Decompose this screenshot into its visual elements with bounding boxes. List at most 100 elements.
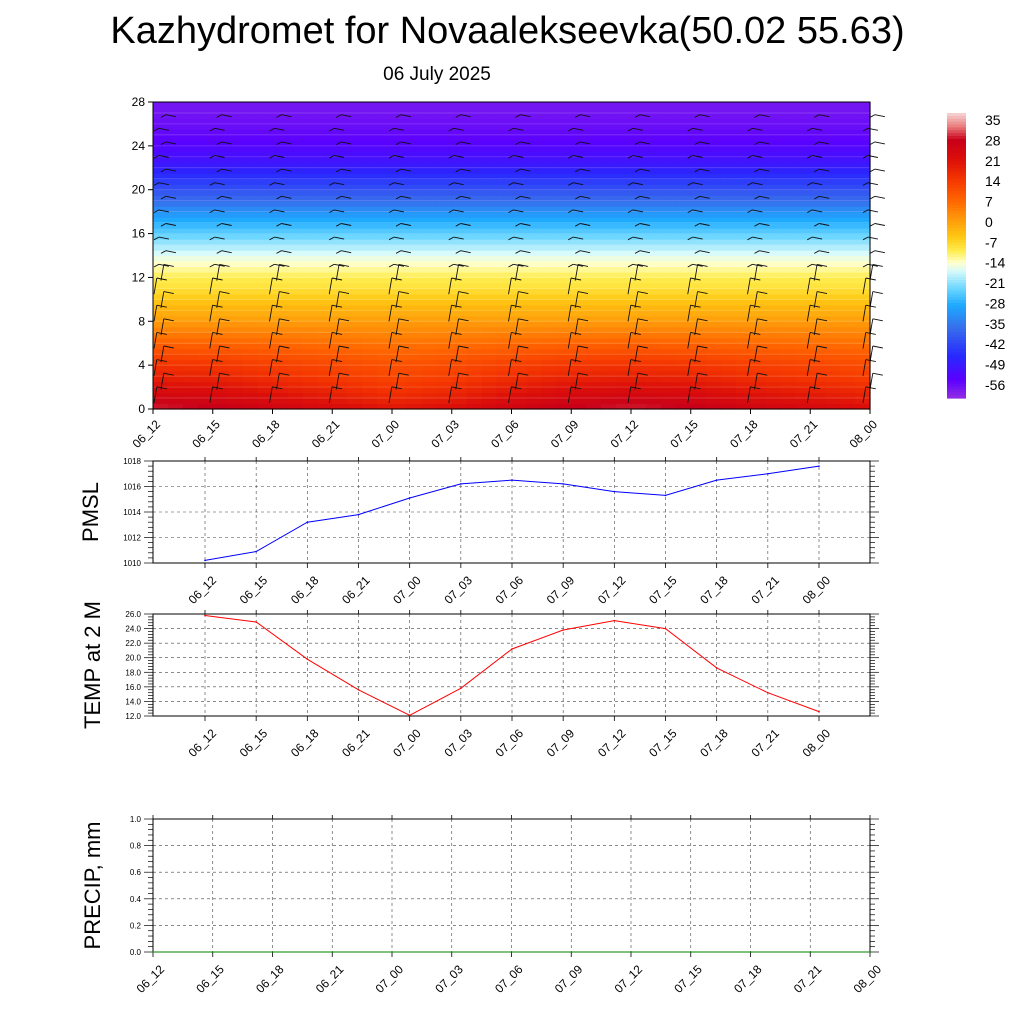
- heatmap-cell: [302, 332, 318, 339]
- heatmap-cell: [690, 107, 707, 114]
- wind-barb-flag: [398, 263, 409, 267]
- heatmap-cell: [347, 173, 363, 180]
- heatmap-cell: [377, 337, 393, 344]
- heatmap-cell: [377, 134, 393, 141]
- heatmap-cell: [377, 156, 393, 163]
- heatmap-cell: [392, 326, 408, 333]
- wind-barb: [153, 386, 158, 404]
- heatmap-cell: [153, 381, 169, 388]
- wind-barb: [575, 141, 581, 145]
- heatmap-cell: [272, 102, 289, 109]
- heatmap-cell: [750, 250, 767, 257]
- heatmap-cell: [735, 293, 752, 300]
- heatmap-cell: [571, 381, 587, 388]
- heatmap-cell: [586, 211, 602, 218]
- heatmap-cell: [735, 304, 752, 311]
- heatmap-cell: [392, 304, 408, 311]
- colorbar-cell: [947, 231, 966, 235]
- heatmap-cell: [631, 167, 647, 174]
- heatmap-cell: [212, 260, 229, 268]
- heatmap-cell: [571, 354, 587, 361]
- heatmap-cell: [735, 381, 752, 388]
- heatmap-cell: [631, 260, 647, 268]
- heatmap-cell: [675, 173, 692, 180]
- wind-barb-flag: [759, 114, 770, 118]
- heatmap-cell: [705, 343, 722, 350]
- heatmap-cell: [272, 112, 289, 120]
- heatmap-cell: [855, 112, 871, 120]
- heatmap-cell: [153, 228, 169, 235]
- heatmap-cell: [616, 321, 632, 328]
- heatmap-cell: [631, 140, 647, 147]
- heatmap-cell: [421, 288, 438, 295]
- heatmap-cell: [541, 167, 557, 174]
- wind-barb-flag: [331, 359, 343, 363]
- heatmap-cell: [750, 277, 767, 284]
- heatmap-cell: [242, 332, 259, 339]
- heatmap-cell: [526, 151, 542, 158]
- heatmap-cell: [466, 266, 483, 273]
- heatmap-cell: [780, 365, 796, 372]
- heatmap-cell: [197, 354, 214, 361]
- wind-barb: [814, 141, 820, 145]
- heatmap-cell: [197, 288, 214, 295]
- heatmap-cell: [855, 107, 871, 114]
- heatmap-cell: [212, 304, 229, 311]
- heatmap-cell: [571, 217, 587, 224]
- heatmap-cell: [750, 381, 767, 388]
- heatmap-cell: [436, 277, 453, 284]
- heatmap-cell: [466, 173, 483, 180]
- heatmap-cell: [571, 195, 587, 202]
- heatmap-cell: [257, 244, 274, 251]
- heatmap-cell: [436, 156, 453, 163]
- heatmap-cell: [571, 228, 587, 235]
- wind-barb-flag: [570, 277, 582, 281]
- heatmap-cell: [556, 381, 572, 388]
- wind-barb-flag: [513, 263, 524, 267]
- heatmap-cell: [317, 359, 333, 366]
- heatmap-cell: [406, 282, 423, 289]
- heatmap-cell: [616, 184, 632, 191]
- heatmap-cell: [227, 299, 244, 306]
- wind-barb-flag: [214, 127, 225, 131]
- heatmap-cell: [436, 244, 453, 251]
- heatmap-cell: [481, 200, 498, 207]
- heatmap-cell: [242, 151, 259, 158]
- heatmap-cell: [690, 321, 707, 328]
- heatmap-cell: [586, 376, 602, 383]
- colorbar-cell: [947, 113, 966, 117]
- heatmap-cell: [466, 293, 483, 300]
- heatmap-cell: [153, 288, 169, 295]
- heatmap-cell: [631, 239, 647, 246]
- heatmap-cell: [406, 140, 423, 147]
- heatmap-cell: [481, 365, 498, 372]
- heatmap-cell: [750, 228, 767, 235]
- heatmap-cell: [840, 359, 856, 366]
- heatmap-cell: [317, 266, 333, 273]
- heatmap-cell: [601, 299, 617, 306]
- heatmap-cell: [377, 102, 393, 109]
- heatmap-cell: [287, 151, 303, 158]
- heatmap-cell: [272, 332, 289, 339]
- heatmap-cell: [227, 365, 244, 372]
- data-point: [460, 687, 462, 690]
- wind-barb: [754, 195, 760, 200]
- wind-barb: [813, 373, 818, 390]
- heatmap-cell: [631, 387, 647, 394]
- heatmap-cell: [645, 271, 662, 279]
- heatmap-cell: [571, 107, 587, 114]
- wind-barb: [335, 373, 340, 390]
- heatmap-cell: [780, 178, 796, 185]
- wind-barb: [153, 263, 160, 268]
- heatmap-cell: [855, 129, 871, 136]
- wind-barb: [747, 155, 753, 159]
- heatmap-cell: [392, 107, 408, 114]
- heatmap-cell: [317, 112, 333, 120]
- wind-barb-flag: [520, 195, 531, 199]
- heatmap-cell: [302, 222, 318, 229]
- heatmap-cell: [302, 233, 318, 240]
- heatmap-cell: [810, 392, 826, 399]
- heatmap-cell: [347, 222, 363, 229]
- colorbar-label: -42: [985, 336, 1005, 352]
- heatmap-cell: [392, 321, 408, 328]
